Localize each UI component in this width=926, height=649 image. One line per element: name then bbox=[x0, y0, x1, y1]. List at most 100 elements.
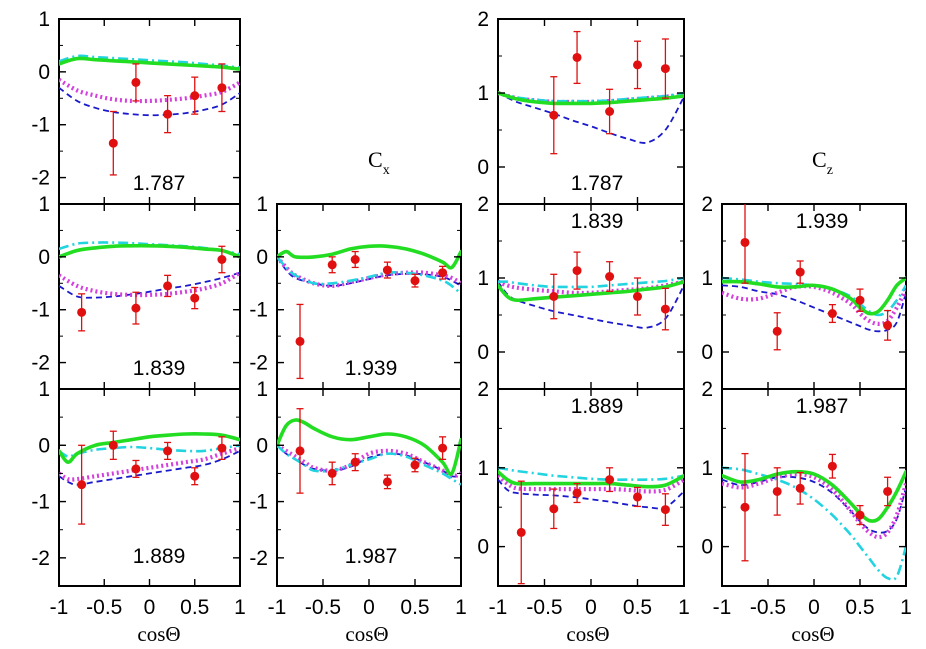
curve-dashdot bbox=[498, 276, 684, 289]
data-point bbox=[350, 453, 360, 472]
data-point bbox=[605, 88, 615, 135]
group-title-cx: Cx bbox=[368, 147, 390, 178]
curve-dashed bbox=[277, 256, 461, 287]
data-point bbox=[295, 303, 305, 380]
y-tick-label: 1 bbox=[477, 457, 489, 480]
x-tick-label: 1 bbox=[455, 596, 467, 619]
xlabel-col1: cosΘ bbox=[137, 622, 180, 646]
y-tick-label: 1 bbox=[477, 82, 489, 105]
data-point bbox=[660, 493, 670, 526]
data-point bbox=[549, 76, 559, 155]
data-point bbox=[605, 261, 615, 292]
energy-label: 1.987 bbox=[796, 395, 849, 418]
curve-dotted bbox=[59, 77, 240, 104]
panel-frame-cz-1987 bbox=[721, 388, 907, 587]
y-tick-label: 0 bbox=[38, 434, 50, 457]
curve-solid bbox=[722, 469, 906, 523]
x-tick-label: 0 bbox=[363, 596, 375, 619]
y-tick-label: -1 bbox=[249, 299, 268, 322]
y-tick-label: 2 bbox=[477, 193, 489, 216]
data-point bbox=[131, 291, 141, 325]
data-point bbox=[217, 63, 227, 113]
y-tick-label: 2 bbox=[477, 378, 489, 401]
data-point bbox=[108, 430, 118, 461]
y-tick-label: 1 bbox=[38, 193, 50, 216]
energy-label: 1.787 bbox=[571, 172, 624, 195]
y-tick-label: 1 bbox=[256, 378, 268, 401]
y-tick-label: 2 bbox=[701, 193, 713, 216]
data-point bbox=[410, 457, 420, 473]
y-tick-label: 0 bbox=[38, 61, 50, 84]
y-tick-label: -2 bbox=[249, 547, 268, 570]
curve-dashed bbox=[722, 284, 906, 333]
curve-dashdot bbox=[277, 256, 461, 295]
data-point bbox=[382, 261, 392, 279]
energy-label: 1.987 bbox=[345, 545, 398, 568]
curve-dashed bbox=[498, 92, 684, 144]
y-tick-label: -2 bbox=[31, 547, 50, 570]
data-point bbox=[438, 436, 448, 461]
y-tick-label: 0 bbox=[256, 434, 268, 457]
y-tick-label: 0 bbox=[477, 341, 489, 364]
curve-solid bbox=[59, 56, 240, 71]
curve-dotted bbox=[722, 472, 906, 540]
y-tick-label: 0 bbox=[256, 246, 268, 269]
y-tick-label: -2 bbox=[31, 167, 50, 190]
y-tick-label: 1 bbox=[701, 267, 713, 290]
curve-solid bbox=[59, 243, 240, 259]
data-point bbox=[740, 452, 750, 562]
data-point bbox=[295, 408, 305, 494]
x-tick-label: 0.5 bbox=[180, 596, 209, 619]
x-tick-label: 1 bbox=[678, 596, 690, 619]
data-point bbox=[131, 63, 141, 102]
curve-dotted bbox=[277, 255, 461, 289]
data-point bbox=[327, 461, 337, 486]
x-tick-label: -0.5 bbox=[750, 596, 786, 619]
data-point bbox=[660, 38, 670, 99]
data-point bbox=[217, 436, 227, 461]
x-tick-label: -0.5 bbox=[305, 596, 341, 619]
curve-solid bbox=[498, 91, 684, 106]
curve-dotted bbox=[722, 284, 906, 326]
data-point bbox=[438, 265, 448, 280]
data-point bbox=[410, 273, 420, 288]
x-tick-label: 1 bbox=[900, 596, 912, 619]
energy-label: 1.839 bbox=[133, 357, 186, 380]
data-point bbox=[549, 273, 559, 320]
data-point bbox=[549, 488, 559, 530]
x-tick-label: 1 bbox=[234, 596, 246, 619]
data-point bbox=[795, 471, 805, 505]
y-tick-label: 2 bbox=[701, 378, 713, 401]
y-tick-label: 1 bbox=[477, 267, 489, 290]
y-tick-label: -1 bbox=[31, 299, 50, 322]
xlabel-col3: cosΘ bbox=[566, 622, 609, 646]
data-point bbox=[827, 303, 837, 324]
data-point bbox=[883, 476, 893, 507]
data-point bbox=[772, 312, 782, 351]
x-tick-label: -1 bbox=[489, 596, 508, 619]
data-point bbox=[572, 251, 582, 290]
data-point bbox=[855, 504, 865, 526]
x-tick-label: -1 bbox=[50, 596, 69, 619]
x-tick-label: -1 bbox=[268, 596, 287, 619]
data-point bbox=[217, 245, 227, 274]
y-tick-label: -2 bbox=[249, 352, 268, 375]
y-tick-label: 0 bbox=[477, 536, 489, 559]
xlabel-col4: cosΘ bbox=[791, 622, 834, 646]
group-title-cz: Cz bbox=[812, 147, 833, 178]
data-point bbox=[660, 287, 670, 331]
y-tick-label: 1 bbox=[38, 8, 50, 31]
curve-solid bbox=[59, 432, 240, 464]
data-point bbox=[163, 441, 173, 461]
y-tick-label: -1 bbox=[249, 491, 268, 514]
x-tick-label: 0 bbox=[585, 596, 597, 619]
curve-solid bbox=[498, 469, 684, 489]
curve-dashdot bbox=[498, 466, 684, 481]
curve-dotted bbox=[498, 474, 684, 494]
data-point bbox=[163, 274, 173, 298]
energy-label: 1.839 bbox=[571, 210, 624, 233]
energy-label: 1.889 bbox=[571, 395, 624, 418]
x-tick-label: -0.5 bbox=[86, 596, 122, 619]
y-tick-label: 0 bbox=[477, 156, 489, 179]
